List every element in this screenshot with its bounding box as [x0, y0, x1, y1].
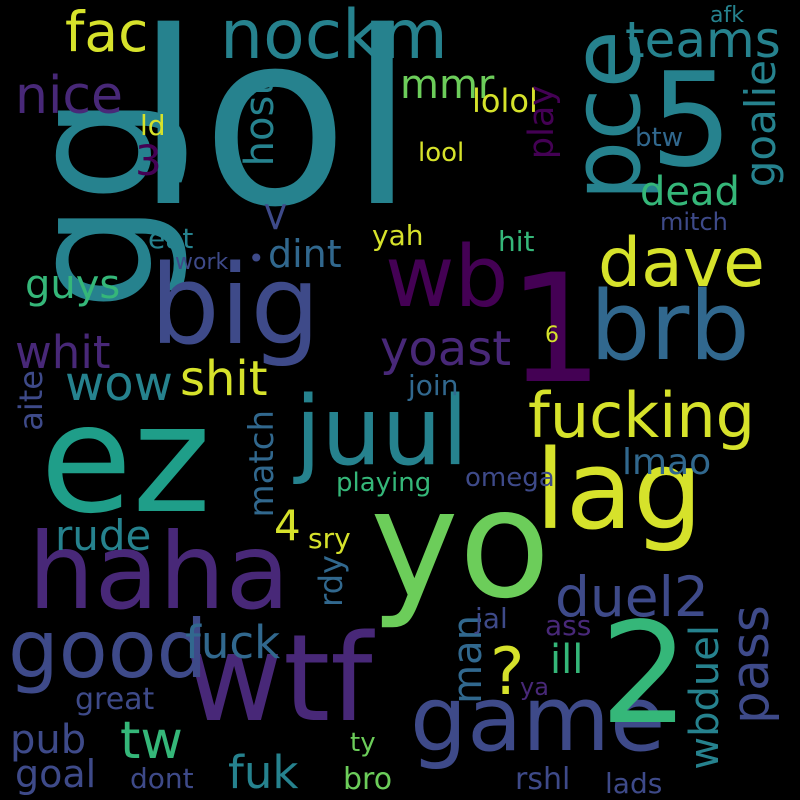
word-ya: ya [520, 673, 549, 701]
word-lol: lol [135, 0, 416, 260]
word-game: game [410, 667, 666, 772]
word-nice: nice [15, 66, 123, 126]
word-tw: tw [120, 711, 183, 771]
word-aite: aite [12, 370, 50, 431]
word-pub: pub [10, 717, 87, 763]
word-wb: wb [385, 228, 509, 327]
word-wow: wow [65, 356, 173, 412]
word-bro: bro [343, 762, 393, 797]
word-lmao: lmao [622, 442, 712, 483]
word-yo: yo [370, 458, 551, 632]
word-guys: guys [25, 262, 121, 308]
word-question-mark: ? [490, 635, 525, 710]
word-yoast: yoast [380, 321, 512, 377]
word-dead: dead [640, 169, 740, 215]
word-teams: teams [625, 11, 781, 69]
word-lads: lads [605, 767, 663, 800]
word-nockm: nockm [220, 0, 448, 75]
word-fuk: fuk [228, 746, 299, 799]
word-omega: omega [465, 463, 555, 493]
word-play: play [522, 85, 562, 160]
word-ty: ty [350, 728, 376, 758]
word-fuck: fuck [185, 616, 281, 669]
word-jal: jal [475, 602, 508, 635]
word-shit: shit [180, 351, 268, 407]
word-1: 1 [508, 243, 604, 417]
word-rshl: rshl [515, 762, 571, 797]
word-mitch: mitch [660, 208, 728, 236]
word-wtf: wtf [185, 610, 373, 749]
word-fucking: fucking [528, 379, 755, 452]
word-mmr: mmr [400, 62, 495, 108]
word-goal: goal [15, 752, 97, 796]
word-5: 5 [650, 44, 733, 196]
word-brb: brb [590, 272, 750, 382]
word-rude: rude [55, 511, 152, 560]
word-good: good [8, 603, 208, 696]
word-wbduel: wbduel [682, 625, 728, 770]
word-lag: lag [535, 426, 703, 554]
word-pass: pass [721, 605, 781, 725]
word-afk: afk [710, 3, 744, 28]
word-ass: ass [545, 609, 592, 642]
word-big: big [150, 241, 321, 369]
word-host: host [237, 80, 283, 167]
word-ez: ez [40, 373, 212, 547]
word-dint: dint [268, 232, 342, 276]
word-join: join [408, 369, 459, 402]
word-dave: dave [598, 224, 765, 303]
word-great: great [75, 682, 155, 717]
word-ill: ill [550, 637, 584, 683]
word-6: 6 [545, 323, 559, 348]
word-2: 2 [600, 593, 690, 756]
word-less-than: < [252, 200, 298, 234]
word-duel2: duel2 [555, 565, 709, 629]
word-ld: ld [140, 109, 166, 142]
word-goalie: goalie [736, 60, 785, 188]
word-lolol: lolol [472, 82, 538, 120]
word-haha: haha [28, 511, 290, 633]
word-rdy: rdy [312, 555, 350, 607]
word-dont: dont [130, 762, 194, 795]
word-fac: fac [65, 0, 149, 64]
word-yah: yah [372, 219, 424, 252]
word-whit: whit [15, 326, 111, 379]
word-eat: eat [148, 222, 194, 255]
word-work: work [175, 250, 229, 275]
word-juul: juul [295, 377, 469, 487]
word-playing: playing [336, 468, 432, 498]
word-sry: sry [308, 522, 351, 555]
word-btw: btw [635, 123, 683, 153]
word-lool: lool [418, 138, 465, 168]
word-4: 4 [274, 501, 301, 550]
word-3: 3 [135, 136, 162, 185]
word-bullet: • [248, 242, 265, 275]
word-hit: hit [498, 225, 535, 258]
